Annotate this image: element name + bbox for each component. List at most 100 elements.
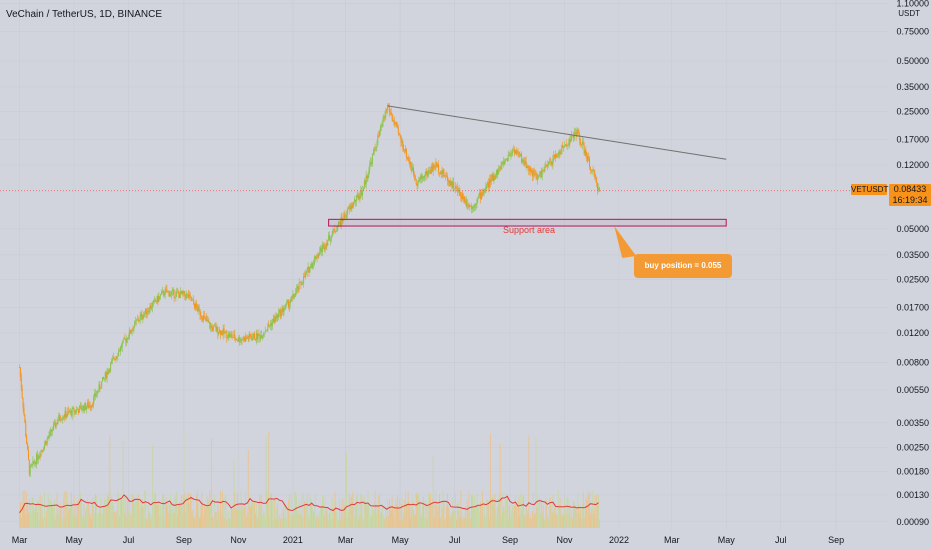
candle-body [234, 334, 236, 340]
volume-bar [263, 510, 264, 528]
volume-bar [152, 445, 154, 528]
volume-bar [125, 495, 127, 528]
volume-bar [129, 514, 131, 528]
volume-bar [221, 491, 223, 528]
candle-body [58, 415, 60, 421]
candle-body [152, 302, 154, 308]
volume-bar [20, 517, 22, 528]
volume-bar [353, 502, 355, 528]
volume-bar [233, 459, 235, 528]
candle-body [562, 145, 564, 147]
volume-bar [276, 508, 278, 528]
volume-bar [573, 501, 574, 528]
candle-body [410, 165, 412, 167]
candle-body [327, 240, 329, 246]
volume-bar [559, 497, 561, 528]
candle-body [139, 316, 141, 321]
candle-body [92, 404, 94, 406]
volume-bar [158, 501, 160, 528]
volume-bar [321, 508, 322, 528]
volume-bar [424, 500, 426, 528]
candle-body [565, 144, 567, 146]
candle-body [500, 164, 502, 169]
volume-bar [278, 517, 280, 528]
candle-body [438, 164, 440, 173]
volume-bar [256, 518, 258, 528]
volume-bar [79, 492, 81, 528]
volume-bar [340, 509, 342, 528]
volume-bar [178, 506, 180, 528]
candle-body [331, 233, 333, 237]
volume-bar [335, 501, 337, 528]
candle-body [430, 166, 432, 174]
candle-body [396, 122, 398, 126]
candle-body [516, 150, 518, 155]
volume-bar [175, 497, 177, 528]
candle-body [411, 166, 413, 171]
candle-body [119, 350, 121, 352]
candle-body [532, 171, 534, 177]
volume-bar [177, 515, 179, 528]
price-label: 0.00180 [896, 466, 929, 476]
price-label: 0.00350 [896, 418, 929, 428]
volume-bar [262, 515, 264, 528]
volume-bar [144, 491, 146, 528]
volume-bar [463, 516, 465, 528]
volume-bar [464, 517, 465, 528]
candle-body [443, 169, 445, 176]
candle-body [161, 291, 163, 295]
candle-body [561, 145, 563, 154]
candle-body [579, 134, 581, 141]
candle-body [439, 173, 441, 175]
volume-bar [59, 510, 61, 528]
candle-body [154, 299, 156, 302]
candle-body [188, 294, 190, 298]
volume-bar [414, 514, 416, 528]
volume-bar [598, 494, 599, 528]
candle-body [35, 462, 37, 465]
candle-body [588, 156, 590, 159]
candle-body [263, 333, 265, 334]
volume-bar [47, 493, 49, 528]
candle-body [45, 441, 47, 445]
candle-body [323, 244, 325, 250]
candle-body [276, 314, 278, 319]
candle-body [50, 429, 52, 432]
volume-bar [575, 507, 577, 528]
candle-body [219, 330, 221, 334]
volume-bar [103, 505, 104, 528]
volume-bar [531, 518, 532, 528]
volume-bar [81, 515, 83, 528]
volume-bar [91, 498, 93, 528]
volume-bar [114, 511, 116, 528]
volume-bar [498, 503, 500, 528]
volume-bar [51, 503, 53, 528]
volume-bar [415, 493, 417, 528]
candle-body [20, 376, 22, 388]
volume-bar [345, 518, 347, 528]
time-label: May [718, 535, 736, 545]
candle-body [88, 405, 90, 408]
volume-bar [182, 495, 184, 528]
volume-bar [36, 512, 38, 528]
time-label: Jul [449, 535, 461, 545]
volume-bar [476, 492, 478, 528]
candle-body [262, 335, 264, 339]
buy-position-callout[interactable]: buy position = 0.055 [634, 254, 732, 278]
candle-body [456, 186, 458, 192]
candle-body [131, 330, 133, 333]
candle-body [46, 438, 48, 445]
candle-body [106, 371, 108, 379]
volume-bar [75, 502, 77, 528]
candle-body [73, 408, 75, 413]
volume-bar [516, 517, 518, 528]
candle-body [425, 170, 427, 175]
candle-body [38, 455, 40, 459]
volume-bar [439, 517, 441, 528]
volume-bar [97, 512, 99, 528]
volume-bar [500, 516, 502, 528]
volume-bar [361, 495, 363, 528]
candle-body [379, 125, 381, 132]
volume-bar [284, 517, 286, 528]
